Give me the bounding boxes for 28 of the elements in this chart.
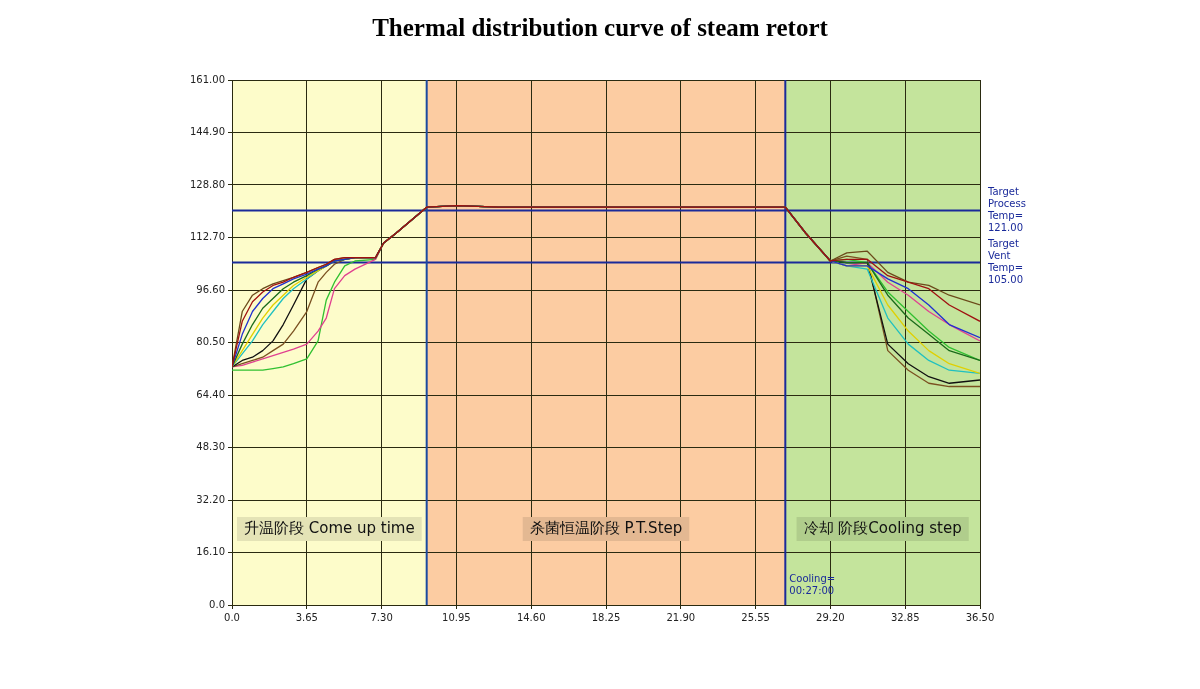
x-tick-label: 18.25 [591,611,621,623]
x-tick-label: 32.85 [890,611,920,623]
x-tick-label: 3.65 [295,611,318,623]
y-tick-label: 80.50 [196,336,225,348]
y-tick-label: 48.30 [196,441,225,453]
chart-title: Thermal distribution curve of steam retort [371,14,829,42]
y-tick-label: 144.90 [190,126,225,138]
x-tick-label: 29.20 [816,611,845,623]
x-tick-label: 25.55 [741,611,770,623]
x-tick-label: 14.60 [516,611,546,623]
ref-line-label: Target Vent Temp= 105.00 [987,238,1024,286]
y-tick-label: 96.60 [196,283,225,295]
x-tick-label: 0.0 [224,611,240,623]
band-label: 冷却 阶段Cooling step [803,518,962,537]
x-tick-label: 10.95 [442,611,471,623]
y-tick-label: 0.0 [209,598,225,610]
y-tick-label: 16.10 [196,546,225,558]
ref-line-label: Target Process Temp= 121.00 [987,186,1026,234]
y-tick-label: 64.40 [196,388,225,400]
y-tick-label: 161.00 [190,73,225,85]
y-tick-label: 32.20 [196,493,225,505]
y-tick-label: 112.70 [190,231,225,243]
x-tick-label: 21.90 [666,611,696,623]
y-tick-label: 128.80 [190,178,225,190]
band-label: 升温阶段 Come up time [243,518,415,537]
band-label: 杀菌恒温阶段 P.T.Step [529,518,683,537]
x-tick-label: 7.30 [370,611,393,623]
x-tick-label: 36.50 [965,611,995,623]
